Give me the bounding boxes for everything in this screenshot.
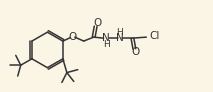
Text: N: N [116,33,124,43]
Text: H: H [103,40,109,49]
Text: N: N [102,33,110,43]
Text: Cl: Cl [149,31,160,41]
Text: O: O [68,32,76,42]
Text: O: O [93,18,101,28]
Text: O: O [132,47,140,57]
Text: H: H [117,28,123,37]
